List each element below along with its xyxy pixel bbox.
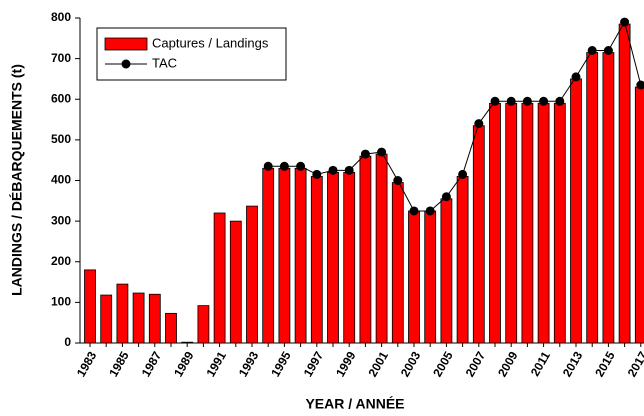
x-tick-label: 1989 bbox=[171, 349, 197, 379]
bar bbox=[343, 171, 356, 344]
x-tick-label: 1993 bbox=[236, 349, 262, 379]
bar bbox=[327, 171, 339, 344]
point bbox=[296, 161, 306, 171]
x-tick-label: 2007 bbox=[463, 349, 489, 379]
y-tick-label: 100 bbox=[51, 295, 71, 309]
x-tick-label: 2005 bbox=[430, 349, 456, 379]
bar bbox=[521, 102, 534, 344]
bar bbox=[489, 102, 501, 344]
y-tick-label: 800 bbox=[51, 10, 71, 24]
x-tick-label: 1985 bbox=[106, 349, 132, 379]
bar bbox=[602, 52, 615, 344]
bar bbox=[634, 86, 644, 344]
legend-label: Captures / Landings bbox=[152, 35, 269, 50]
x-tick-label: 2015 bbox=[592, 349, 618, 379]
bar bbox=[408, 210, 420, 344]
bar bbox=[246, 205, 258, 344]
bar bbox=[100, 294, 113, 344]
x-axis-title: YEAR / ANNÉE bbox=[305, 396, 404, 412]
bar bbox=[570, 78, 582, 344]
bar bbox=[391, 182, 404, 344]
y-tick-label: 0 bbox=[64, 335, 71, 349]
point bbox=[490, 96, 500, 106]
point bbox=[458, 169, 468, 179]
y-tick-label: 400 bbox=[51, 173, 71, 187]
y-tick-label: 500 bbox=[51, 132, 71, 146]
bar bbox=[537, 102, 550, 344]
point bbox=[263, 161, 273, 171]
bar bbox=[116, 283, 129, 344]
bar bbox=[197, 305, 210, 344]
line bbox=[268, 20, 642, 212]
point bbox=[344, 165, 354, 175]
point bbox=[522, 96, 532, 106]
point bbox=[555, 96, 565, 106]
point bbox=[279, 161, 289, 171]
bar bbox=[278, 167, 291, 344]
x-tick-label: 1983 bbox=[74, 349, 100, 379]
bar bbox=[553, 102, 566, 344]
bar bbox=[262, 167, 275, 344]
bar bbox=[472, 125, 485, 344]
point bbox=[360, 149, 370, 159]
point bbox=[571, 72, 581, 82]
bar bbox=[424, 210, 437, 344]
y-tick-label: 700 bbox=[51, 51, 71, 65]
y-tick-label: 200 bbox=[51, 254, 71, 268]
bar bbox=[229, 220, 242, 344]
bar bbox=[213, 212, 226, 344]
bar bbox=[375, 153, 388, 344]
bar bbox=[618, 23, 631, 344]
y-axis-title: LANDINGS / DÉBARQUEMENTS (t) bbox=[9, 64, 25, 296]
legend-swatch bbox=[104, 37, 148, 51]
x-tick-label: 2011 bbox=[528, 349, 553, 379]
x-tick-label: 1991 bbox=[203, 349, 229, 379]
x-tick-label: 2009 bbox=[495, 349, 521, 379]
x-tick-label: 1995 bbox=[268, 349, 294, 379]
x-tick-label: 1987 bbox=[139, 349, 165, 379]
x-tick-label: 2003 bbox=[398, 349, 424, 379]
bar bbox=[440, 198, 453, 344]
bar bbox=[586, 52, 599, 344]
legend-label: TAC bbox=[152, 55, 177, 70]
bar bbox=[132, 292, 145, 344]
point bbox=[393, 176, 403, 185]
point bbox=[328, 165, 338, 175]
bar bbox=[181, 341, 194, 344]
bar bbox=[310, 176, 323, 344]
point bbox=[441, 192, 451, 202]
bar bbox=[294, 167, 307, 344]
bar bbox=[359, 155, 372, 344]
bar bbox=[456, 176, 469, 344]
x-tick-label: 2013 bbox=[560, 349, 586, 379]
point bbox=[377, 147, 387, 157]
legend-box bbox=[96, 27, 287, 81]
point bbox=[409, 206, 419, 216]
bar bbox=[165, 312, 177, 344]
point bbox=[425, 206, 435, 216]
point bbox=[474, 119, 484, 129]
x-tick-label: 2001 bbox=[365, 349, 391, 379]
x-tick-label: 1999 bbox=[333, 349, 359, 379]
point bbox=[603, 46, 613, 55]
x-tick-label: 2017 bbox=[625, 349, 644, 379]
legend-dot bbox=[121, 59, 131, 69]
bar bbox=[84, 269, 96, 344]
point bbox=[312, 169, 322, 179]
bar bbox=[505, 102, 518, 344]
y-tick-label: 600 bbox=[51, 91, 71, 105]
y-tick-label: 300 bbox=[51, 213, 71, 227]
point bbox=[539, 96, 549, 106]
point bbox=[636, 80, 644, 90]
point bbox=[506, 96, 516, 106]
bar bbox=[148, 293, 161, 344]
x-tick-label: 1997 bbox=[301, 349, 327, 379]
point bbox=[620, 17, 630, 27]
point bbox=[587, 46, 597, 55]
